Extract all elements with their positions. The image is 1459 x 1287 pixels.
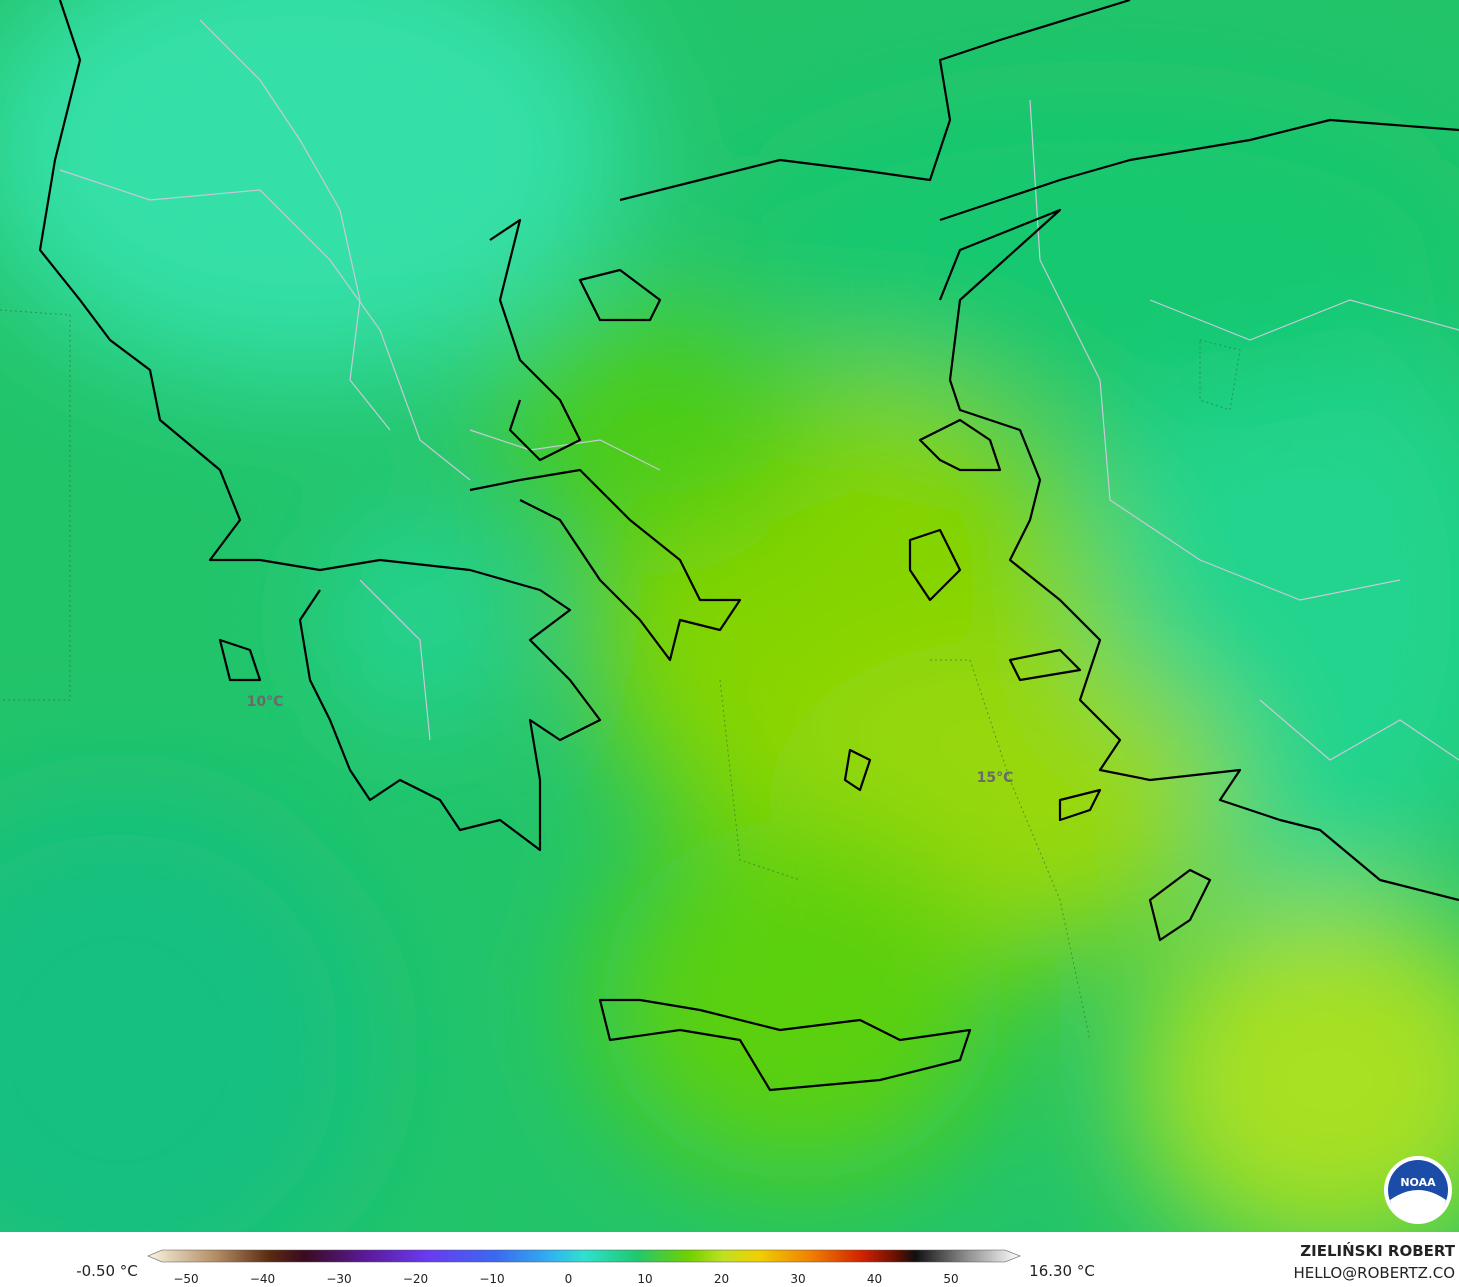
noaa-logo: NOAA: [1384, 1156, 1452, 1224]
colorbar-tick-label: −40: [250, 1272, 275, 1286]
colorbar-ticks: −50 −40 −30 −20 −10 0 10 20 30 40 50: [173, 1272, 958, 1286]
colorbar: [147, 1249, 1021, 1263]
legend-max: 16.30 °C: [1029, 1262, 1095, 1280]
colorbar-tick-label: −20: [403, 1272, 428, 1286]
contour-label: 10°C: [247, 694, 284, 710]
colorbar-tick-label: 20: [714, 1272, 729, 1286]
colorbar-tick-label: −10: [479, 1272, 504, 1286]
colorbar-tick-label: 40: [867, 1272, 882, 1286]
colorbar-tick-label: −50: [173, 1272, 198, 1286]
colorbar-tick-label: 10: [637, 1272, 652, 1286]
legend-min: -0.50 °C: [76, 1262, 138, 1280]
credit-author: ZIELIŃSKI ROBERT: [1300, 1241, 1455, 1260]
colorbar-tick-label: 0: [565, 1272, 573, 1286]
borders: [59, 19, 1459, 761]
coastlines: [38, 0, 1459, 1092]
colorbar-tick-label: 30: [790, 1272, 805, 1286]
colorbar-tick-label: −30: [326, 1272, 351, 1286]
credit-contact: HELLO@ROBERTZ.CO: [1293, 1264, 1455, 1282]
logo-text: NOAA: [1400, 1176, 1436, 1189]
colorbar-tick-label: 50: [943, 1272, 958, 1286]
contour-label: 15°C: [977, 770, 1014, 786]
